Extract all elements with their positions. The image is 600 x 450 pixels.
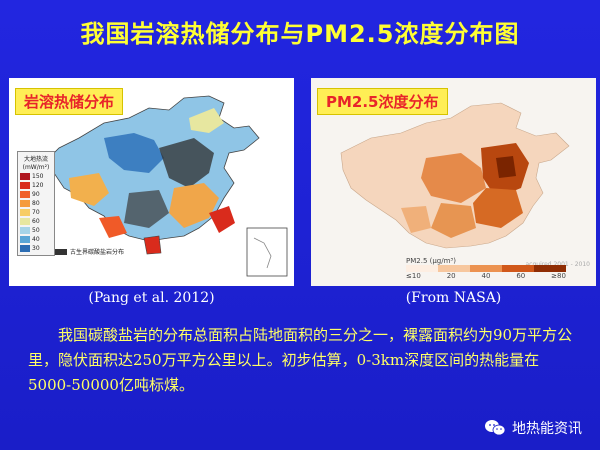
legend-title: 大地热流 — [23, 156, 48, 163]
legend-row: 120 — [20, 181, 52, 190]
legend-row: 70 — [20, 208, 52, 217]
pm25-scale-ticks: ≤10 20 40 60 ≥80 — [406, 272, 566, 280]
legend-value: 70 — [32, 209, 40, 216]
pm25-tick: ≤10 — [406, 272, 421, 280]
slide-title: 我国岩溶热储分布与PM2.5浓度分布图 — [80, 20, 520, 48]
karst-map-image — [9, 78, 294, 286]
pm25-map-panel: PM2.5浓度分布 acquired 2001 - 2010 PM2.5 (µg… — [311, 78, 596, 286]
pm25-map-label: PM2.5浓度分布 — [317, 88, 448, 115]
legend-value: 40 — [32, 236, 40, 243]
legend-swatch — [20, 182, 30, 189]
legend-row: 30 — [20, 244, 52, 253]
legend-value: 150 — [32, 173, 44, 180]
legend-swatch — [20, 200, 30, 207]
legend-row: 80 — [20, 199, 52, 208]
pm25-tick: ≥80 — [551, 272, 566, 280]
pm25-tick: 20 — [446, 272, 456, 280]
legend-row: 150 — [20, 172, 52, 181]
legend-swatch — [20, 227, 30, 234]
pm25-scale-bar — [406, 265, 566, 272]
pm25-map-caption: (From NASA) — [405, 290, 502, 306]
legend-swatch — [20, 218, 30, 225]
carbonate-note: 古生界碳酸盐岩分布 — [55, 247, 124, 256]
legend-row: 40 — [20, 235, 52, 244]
pm25-scale-label: PM2.5 (µg/m³) — [406, 257, 456, 265]
pm25-credit: acquired 2001 - 2010 — [525, 261, 590, 268]
carbonate-swatch — [55, 248, 67, 255]
body-paragraph: 我国碳酸盐岩的分布总面积占陆地面积的三分之一，裸露面积约为90万平方公里，隐伏面… — [28, 326, 573, 394]
carbonate-note-text: 古生界碳酸盐岩分布 — [70, 249, 125, 256]
legend-row: 50 — [20, 226, 52, 235]
legend-value: 60 — [32, 218, 40, 225]
legend-row: 60 — [20, 217, 52, 226]
legend-value: 80 — [32, 200, 40, 207]
wechat-icon — [485, 420, 506, 436]
legend-swatch — [20, 236, 30, 243]
karst-map-caption: (Pang et al. 2012) — [88, 290, 215, 306]
legend-value: 50 — [32, 227, 40, 234]
pm25-scale: PM2.5 (µg/m³) ≤10 20 40 60 ≥80 — [406, 257, 566, 280]
legend-swatch — [20, 209, 30, 216]
karst-map-panel: 岩溶热储分布 大地热流 (mW/m²) 150 120 90 80 70 60 50 40 30… — [9, 78, 294, 286]
karst-map-label: 岩溶热储分布 — [15, 88, 124, 115]
legend-unit: (mW/m²) — [22, 164, 50, 171]
legend-value: 30 — [32, 245, 40, 252]
legend-value: 120 — [32, 182, 44, 189]
legend-swatch — [20, 245, 30, 252]
pm25-tick: 40 — [481, 272, 491, 280]
heat-flow-legend: 大地热流 (mW/m²) 150 120 90 80 70 60 50 40 30 — [17, 151, 55, 256]
wechat-watermark: 地热能资讯 — [484, 418, 582, 438]
watermark-text: 地热能资讯 — [512, 421, 582, 437]
legend-swatch — [20, 191, 30, 198]
pm25-tick: 60 — [516, 272, 526, 280]
legend-row: 90 — [20, 190, 52, 199]
legend-swatch — [20, 173, 30, 180]
legend-value: 90 — [32, 191, 40, 198]
